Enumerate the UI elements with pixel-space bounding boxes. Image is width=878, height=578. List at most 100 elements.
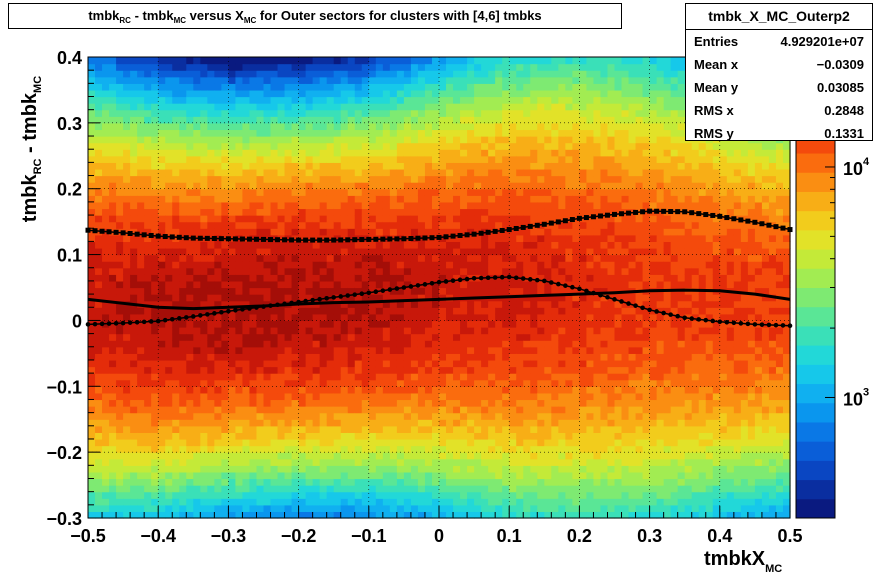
heatmap-cell (551, 103, 559, 111)
heatmap-cell (158, 432, 166, 440)
heatmap-cell (172, 76, 180, 84)
heatmap-cell (439, 498, 447, 506)
heatmap-cell (396, 96, 405, 104)
heatmap-cell (277, 89, 286, 98)
heatmap-cell (530, 228, 538, 236)
heatmap-cell (424, 392, 433, 401)
heatmap-cell (270, 70, 279, 78)
heatmap-cell (214, 129, 222, 137)
heatmap-cell (579, 399, 588, 407)
heatmap-cell (123, 511, 131, 519)
heatmap-cell (453, 485, 461, 493)
heatmap-cell (446, 89, 454, 98)
heatmap-cell (242, 373, 251, 381)
heatmap-cell (502, 313, 510, 322)
heatmap-cell (137, 241, 145, 249)
heatmap-cell (305, 313, 314, 322)
heatmap-cell (502, 241, 510, 249)
heatmap-cell (375, 406, 384, 414)
heatmap-cell (340, 129, 349, 137)
heatmap-cell (474, 438, 482, 447)
heatmap-cell (95, 287, 103, 295)
heatmap-cell (551, 228, 559, 236)
heatmap-cell (298, 63, 307, 71)
heatmap-cell (242, 471, 251, 480)
heatmap-cell (481, 452, 489, 460)
heatmap-cell (579, 261, 588, 269)
heatmap-cell (551, 399, 559, 407)
heatmap-cell (474, 155, 482, 163)
heatmap-cell (256, 294, 265, 302)
heatmap-cell (137, 471, 145, 480)
heatmap-cell (116, 136, 124, 144)
heatmap-cell (109, 465, 117, 473)
heatmap-cell (88, 247, 96, 256)
heatmap-cell (516, 129, 524, 137)
heatmap-cell (389, 188, 398, 196)
heatmap-cell (116, 340, 124, 348)
heatmap-cell (319, 254, 328, 262)
heatmap-cell (509, 386, 517, 394)
heatmap-cell (165, 412, 173, 420)
heatmap-cell (312, 261, 321, 269)
heatmap-cell (572, 392, 580, 401)
heatmap-cell (144, 498, 152, 506)
heatmap-cell (130, 162, 138, 170)
heatmap-cell (228, 136, 237, 144)
heatmap-cell (158, 438, 166, 447)
heatmap-cell (410, 221, 419, 229)
heatmap-cell (495, 458, 503, 466)
heatmap-cell (102, 425, 110, 433)
heatmap-cell (326, 109, 335, 117)
heatmap-cell (403, 96, 412, 104)
heatmap-cell (249, 162, 258, 170)
heatmap-cell (200, 63, 208, 71)
heatmap-cell (137, 458, 145, 466)
heatmap-cell (389, 327, 398, 335)
heatmap-cell (144, 313, 152, 322)
heatmap-cell (228, 432, 237, 440)
heatmap-cell (375, 313, 384, 322)
heatmap-cell (382, 313, 391, 322)
heatmap-cell (382, 96, 391, 104)
heatmap-cell (354, 471, 363, 480)
heatmap-cell (305, 162, 314, 170)
heatmap-cell (572, 478, 580, 486)
heatmap-cell (446, 155, 454, 163)
heatmap-cell (558, 162, 566, 170)
heatmap-cell (130, 346, 138, 354)
heatmap-cell (130, 155, 138, 163)
heatmap-cell (284, 261, 293, 269)
heatmap-cell (277, 70, 286, 78)
heatmap-cell (151, 432, 159, 440)
heatmap-cell (102, 63, 110, 71)
heatmap-cell (551, 221, 559, 229)
heatmap-cell (95, 366, 103, 374)
heatmap-cell (242, 89, 251, 98)
heatmap-cell (403, 287, 412, 295)
heatmap-cell (558, 359, 566, 368)
heatmap-cell (151, 452, 159, 460)
heatmap-cell (284, 346, 293, 354)
heatmap-cell (579, 76, 588, 84)
heatmap-cell (291, 70, 300, 78)
heatmap-cell (102, 116, 110, 124)
heatmap-cell (382, 478, 391, 486)
heatmap-cell (284, 103, 293, 111)
heatmap-cell (130, 280, 138, 289)
heatmap-cell (221, 129, 229, 137)
heatmap-cell (502, 142, 510, 150)
heatmap-cell (347, 96, 356, 104)
heatmap-cell (481, 366, 489, 374)
heatmap-cell (193, 188, 201, 196)
heatmap-cell (144, 247, 152, 256)
heatmap-cell (481, 234, 489, 242)
heatmap-cell (193, 168, 201, 177)
heatmap-cell (242, 498, 251, 506)
heatmap-cell (95, 274, 103, 282)
heatmap-cell (228, 452, 237, 460)
heatmap-cell (165, 274, 173, 282)
heatmap-cell (537, 419, 545, 427)
heatmap-cell (207, 215, 215, 223)
heatmap-cell (424, 406, 433, 414)
